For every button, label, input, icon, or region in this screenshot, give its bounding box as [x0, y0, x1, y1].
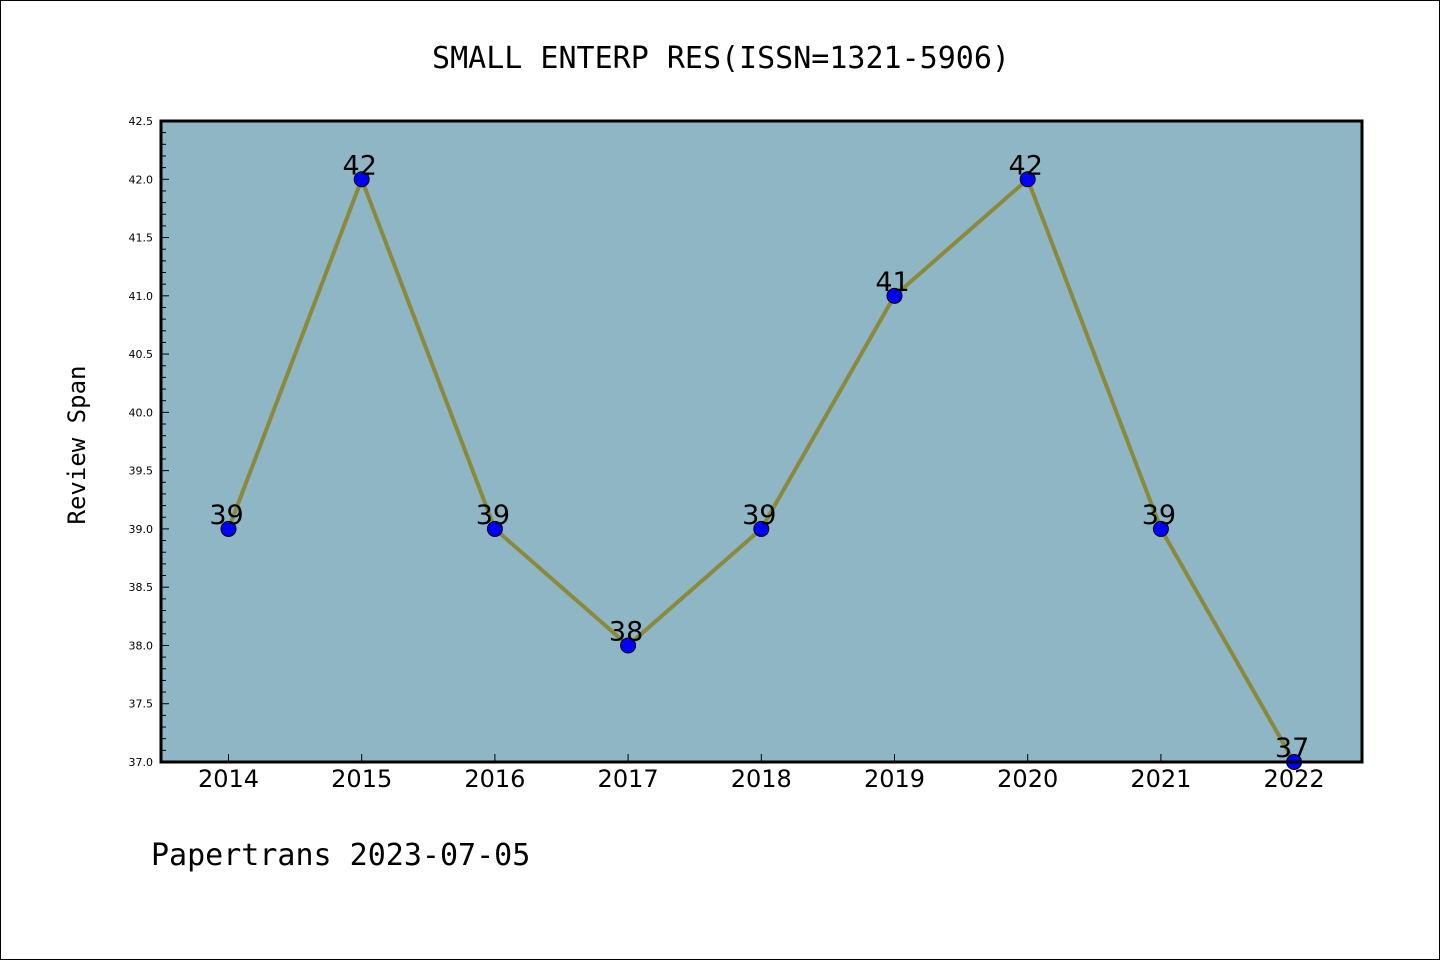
y-tick-label: 40.0 [129, 406, 154, 419]
x-tick-label: 2020 [997, 765, 1058, 793]
data-label: 39 [742, 500, 776, 531]
data-point [1019, 171, 1036, 188]
data-point [620, 637, 637, 654]
plot-area [161, 121, 1362, 762]
y-tick-label: 42.5 [129, 115, 154, 128]
x-tick-label: 2021 [1130, 765, 1191, 793]
x-tick-label: 2016 [464, 765, 525, 793]
data-point [486, 520, 503, 537]
data-label: 37 [1275, 733, 1309, 764]
y-tick-label: 38.5 [129, 581, 154, 594]
chart-title: SMALL ENTERP RES(ISSN=1321-5906) [432, 41, 1010, 76]
y-tick-label: 38.0 [129, 639, 154, 652]
data-label: 41 [875, 267, 909, 298]
x-tick-label: 2018 [731, 765, 792, 793]
data-point [220, 520, 237, 537]
y-tick-label: 39.5 [129, 465, 154, 478]
data-label: 38 [609, 616, 643, 647]
data-label: 42 [343, 150, 377, 181]
y-axis-label: Review Span [63, 366, 91, 525]
x-tick-label: 2015 [331, 765, 392, 793]
y-tick-label: 41.0 [129, 290, 154, 303]
x-tick-label: 2019 [864, 765, 925, 793]
y-tick-label: 41.5 [129, 232, 154, 245]
x-tick-label: 2017 [598, 765, 659, 793]
data-point [753, 520, 770, 537]
data-point [353, 171, 370, 188]
y-tick-label: 37.0 [129, 756, 154, 769]
y-tick-label: 37.5 [129, 698, 154, 711]
footer-caption: Papertrans 2023-07-05 [151, 838, 530, 873]
data-labels: 39 42 39 38 39 41 42 39 37 [209, 150, 1309, 764]
series-markers [220, 171, 1303, 770]
x-tick-label: 2014 [198, 765, 259, 793]
data-label: 39 [476, 500, 510, 531]
data-label: 39 [209, 500, 243, 531]
y-tick-label: 42.0 [129, 173, 154, 186]
x-axis: 2014 2015 2016 2017 2018 2019 2020 2021 2022 [198, 754, 1325, 793]
data-label: 42 [1009, 150, 1043, 181]
data-label: 39 [1142, 500, 1176, 531]
data-point [886, 287, 903, 304]
y-tick-label: 39.0 [129, 523, 154, 536]
data-point [1152, 520, 1169, 537]
plot-frame [159, 119, 1364, 764]
y-axis: 37.0 37.5 38.0 38.5 39.0 39.5 40.0 40.5 41.0 41.5… [129, 115, 169, 769]
y-tick-label: 40.5 [129, 348, 154, 361]
